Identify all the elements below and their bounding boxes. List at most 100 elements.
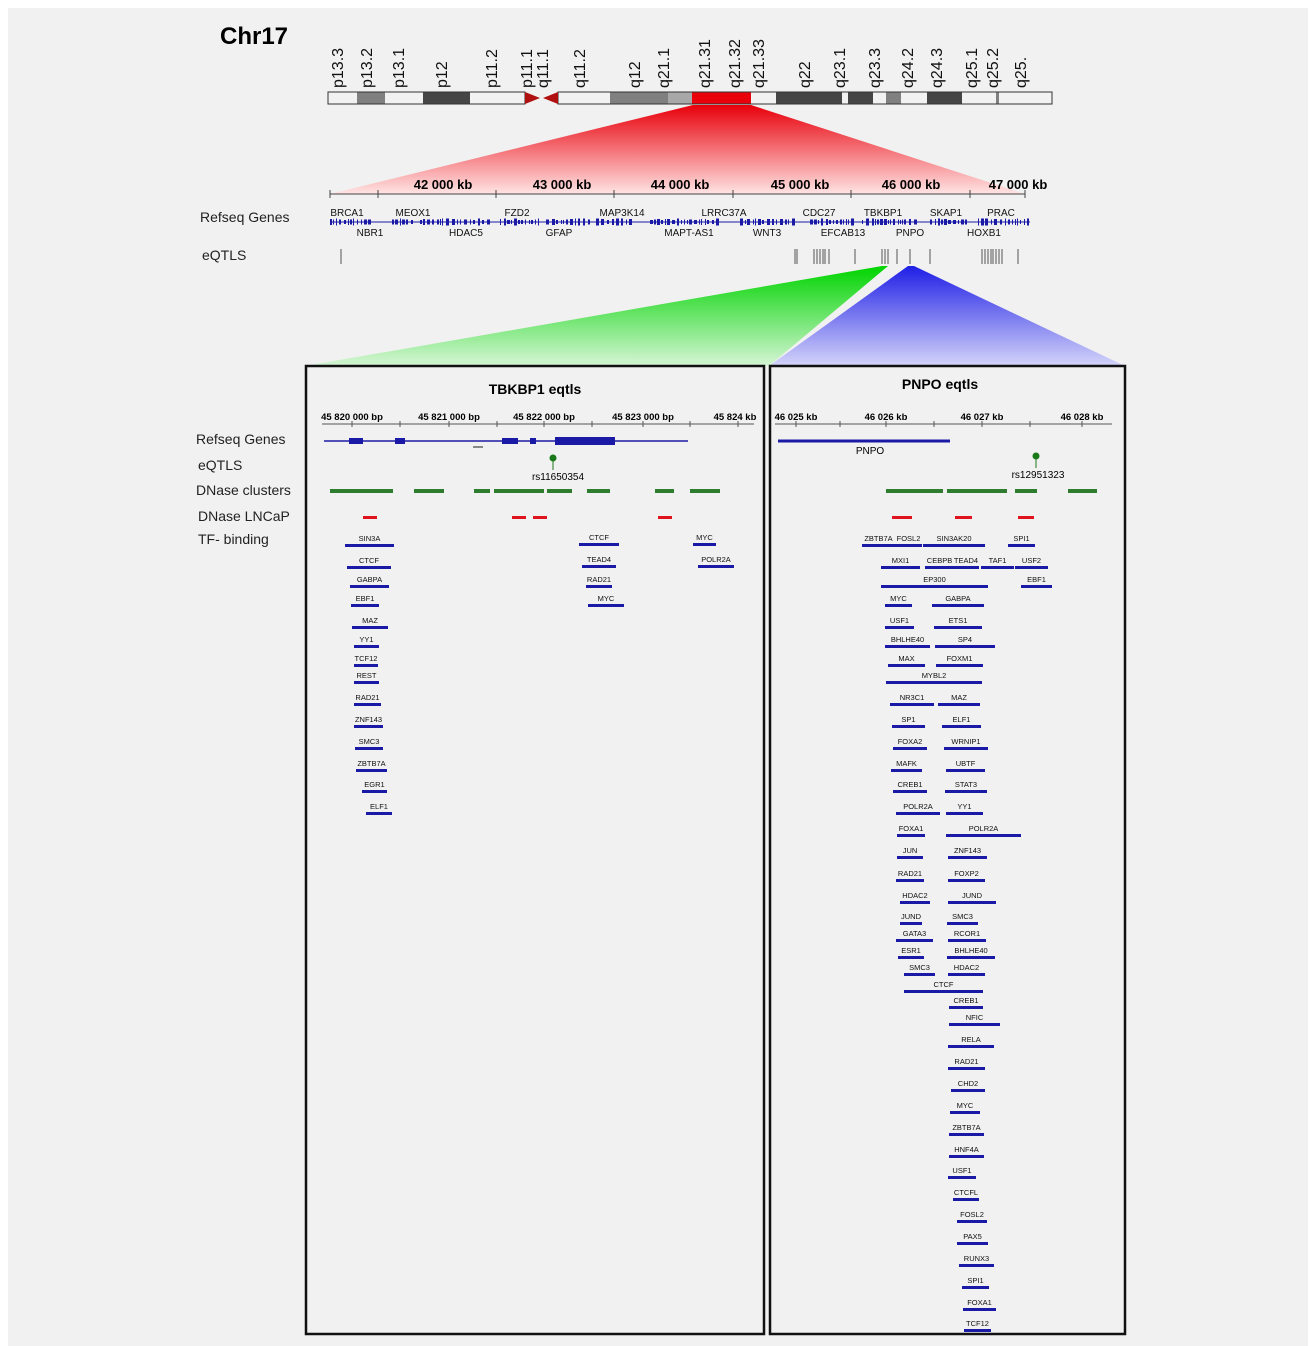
gene-exon <box>930 219 932 225</box>
gene-name: LRRC37A <box>701 208 746 219</box>
tf-label: SIN3AK20 <box>936 534 971 543</box>
gene-name: HOXB1 <box>967 228 1001 239</box>
band-label: p13.1 <box>391 48 408 88</box>
tf-bar <box>588 604 624 607</box>
gene-exon <box>511 220 512 224</box>
gene-name: EFCAB13 <box>821 228 866 239</box>
chromosome-band <box>927 92 962 104</box>
tf-binding-site: RAD21 <box>948 1057 985 1070</box>
gene-exon <box>745 220 746 224</box>
gene-exon <box>1008 219 1010 225</box>
tf-binding-site: ZBTB7A <box>862 534 895 547</box>
tf-bar <box>934 626 982 629</box>
tf-binding-site: HDAC2 <box>948 963 985 976</box>
gene-exon <box>514 218 517 226</box>
gene-exon <box>792 218 795 226</box>
tf-bar <box>352 626 388 629</box>
tf-bar <box>964 1329 991 1332</box>
tf-bar <box>586 585 612 588</box>
tf-binding-site: RCOR1 <box>948 929 986 942</box>
gene-exon <box>420 220 422 224</box>
gene-exon <box>525 219 526 225</box>
tf-bar <box>948 1045 994 1048</box>
tf-bar <box>962 1286 989 1289</box>
track-label-dnase-clusters: DNase clusters <box>196 482 291 498</box>
gene-name: MAPT-AS1 <box>664 228 714 239</box>
snp-label: rs11650354 <box>532 472 585 483</box>
gene-exon <box>563 220 564 224</box>
gene-name: NBR1 <box>357 228 384 239</box>
gene-exon <box>368 219 371 225</box>
tf-label: PAX5 <box>963 1232 982 1241</box>
gene-exon <box>629 219 632 225</box>
band-labels: p13.3 p13.2 p13.1 p12 p11.2 p11.1 q11.1 q11.2 q1… <box>330 39 1030 88</box>
gene-exon <box>985 218 988 226</box>
gene-exon <box>446 218 449 226</box>
tf-label: CEBPB <box>927 556 952 565</box>
gene-name: HDAC5 <box>449 228 483 239</box>
scale-label-45000: 45 000 kb <box>771 177 830 192</box>
tf-label: SPI1 <box>1013 534 1029 543</box>
gene-exon <box>958 220 959 224</box>
tf-bar <box>890 703 934 706</box>
tf-binding-site: SPI1 <box>1008 534 1035 547</box>
tf-bar <box>896 812 940 815</box>
gene-exon <box>716 218 719 226</box>
tf-binding-site: USF1 <box>948 1166 976 1179</box>
gene-name: PNPO <box>896 228 925 239</box>
tf-binding-site: MAX <box>888 654 925 667</box>
tf-label: SMC3 <box>952 912 973 921</box>
gene-exon <box>785 219 787 225</box>
gene-exon <box>507 220 510 224</box>
tf-label: FOSL2 <box>897 534 921 543</box>
gene-name: SKAP1 <box>930 208 963 219</box>
gene-exon <box>350 219 352 225</box>
gene-exon <box>336 218 337 226</box>
tf-label: MYC <box>957 1101 974 1110</box>
tf-label: MAZ <box>951 693 967 702</box>
chromosome-band <box>873 92 886 104</box>
tf-binding-site: RAD21 <box>896 869 924 882</box>
gene-exon <box>1020 220 1021 224</box>
tf-bar <box>354 645 379 648</box>
chromosome-band <box>776 92 842 104</box>
tf-binding-site: POLR2A <box>698 555 734 568</box>
gene-exon <box>840 219 842 225</box>
tf-label: TEAD4 <box>587 555 611 564</box>
gene-name: MEOX1 <box>395 208 430 219</box>
tf-binding-site: BHLHE40 <box>885 635 930 648</box>
gene-exon <box>596 218 599 226</box>
gene-exon <box>909 219 911 225</box>
gene-exon <box>965 219 967 225</box>
tf-binding-site: UBTF <box>946 759 985 772</box>
gene-exon <box>478 218 480 226</box>
tf-bar <box>949 1155 984 1158</box>
tf-label: RAD21 <box>355 693 379 702</box>
scale-label-44000: 44 000 kb <box>651 177 710 192</box>
tf-label: ZNF143 <box>954 846 981 855</box>
band-label: p11.2 <box>484 49 501 88</box>
gene-name: PRAC <box>987 208 1015 219</box>
gene-exon <box>482 220 484 224</box>
tf-binding-site: RAD21 <box>586 575 612 588</box>
gene-exon <box>890 219 891 225</box>
tf-label: ELF1 <box>953 715 971 724</box>
tf-binding-site: ELF1 <box>942 715 981 728</box>
tf-binding-track: SIN3A CTCF GABPA EBF1 MAZ YY1 TCF12 REST RAD21 ZN… <box>345 533 1052 1332</box>
band-label: q21.1 <box>656 48 673 88</box>
gene-exon <box>357 219 358 225</box>
chromosome-band <box>470 92 525 104</box>
gene-exon <box>665 219 666 225</box>
tf-binding-site: CEBPB <box>925 556 954 569</box>
tf-bar <box>936 664 983 667</box>
band-label: q11.2 <box>572 49 589 88</box>
tf-bar <box>897 834 925 837</box>
gene-exon <box>575 218 576 226</box>
tf-bar <box>895 544 922 547</box>
tf-binding-site: HDAC2 <box>900 891 930 904</box>
tf-binding-site: MAZ <box>352 616 388 629</box>
gene-exon <box>875 219 876 225</box>
tf-label: MXI1 <box>892 556 910 565</box>
dnase-lncap <box>363 516 1034 519</box>
track-label-eqtls: eQTLS <box>198 457 242 473</box>
